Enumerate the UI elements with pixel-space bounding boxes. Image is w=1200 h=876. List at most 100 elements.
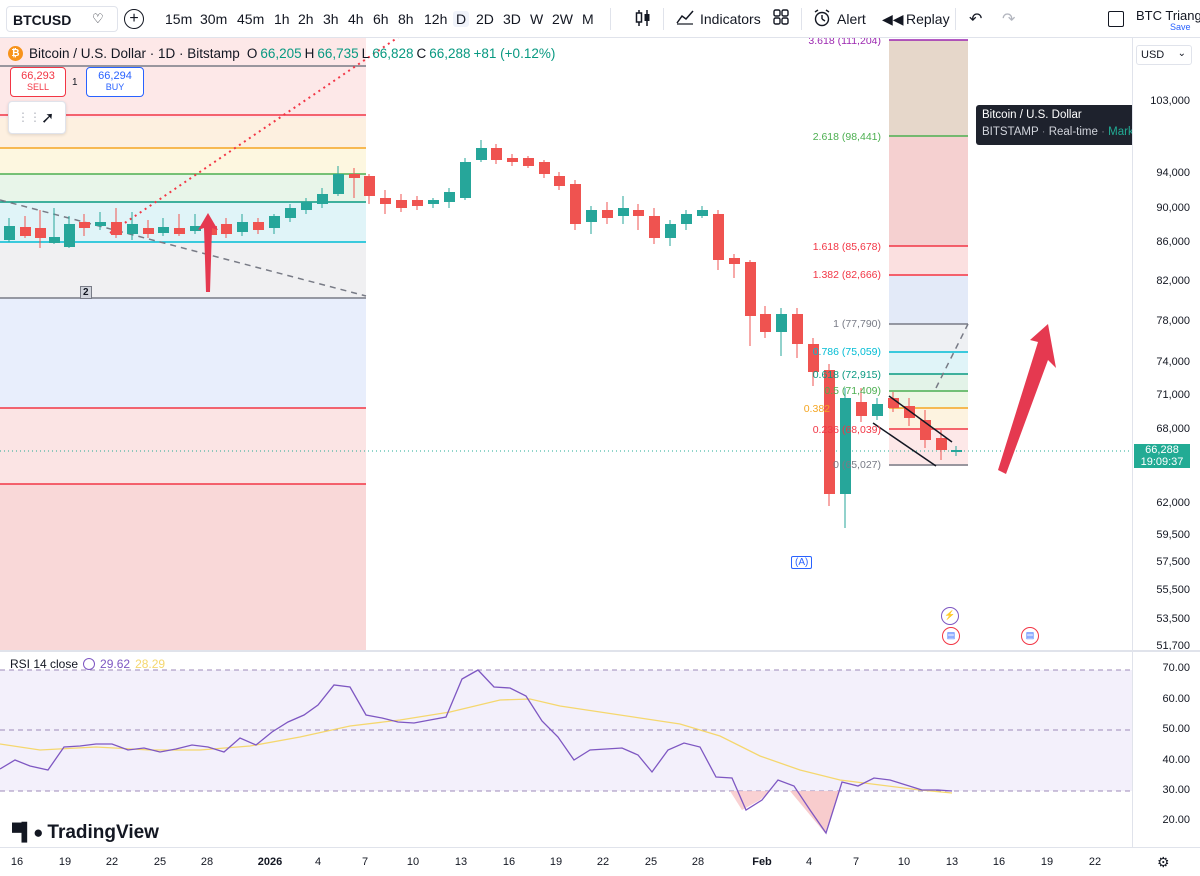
tf-1h[interactable]: 1h (274, 11, 290, 27)
indicators-button[interactable]: Indicators (700, 11, 761, 27)
symbol-search[interactable]: BTCUSD (6, 6, 118, 32)
candle-body (792, 314, 803, 344)
tf-4h[interactable]: 4h (348, 11, 364, 27)
tf-1m[interactable]: M (582, 11, 594, 27)
time-axis-label: 19 (58, 856, 72, 868)
fib-ext-zone (889, 246, 968, 276)
candle-body (476, 148, 487, 160)
buy-label: BUY (105, 82, 125, 92)
tf-15m[interactable]: 15m (165, 11, 193, 27)
sell-button[interactable]: 66,293 SELL (10, 67, 66, 97)
lightning-event-icon[interactable]: ⚡ (941, 607, 959, 625)
price-axis-label: 68,000 (1156, 423, 1190, 435)
save-label[interactable]: Save (1170, 22, 1191, 32)
candle-body (317, 194, 328, 204)
rsi-settings-icon[interactable] (83, 658, 96, 670)
time-axis-label: 4 (314, 856, 322, 868)
time-axis-label: 7 (852, 856, 860, 868)
tf-3d[interactable]: 3D (503, 11, 521, 27)
bar-countdown: 19:09:37 (1140, 456, 1184, 468)
symbol-label: BTCUSD (13, 12, 72, 28)
tf-1d[interactable]: D (453, 11, 470, 27)
price-axis-label: 90,000 (1156, 202, 1190, 214)
replay-button[interactable]: Replay (906, 11, 950, 27)
fib-label: 2.618 (98,441) (812, 131, 881, 143)
tf-1w[interactable]: W (530, 11, 544, 27)
pane-separator[interactable] (0, 650, 1200, 652)
fib-zone (0, 242, 366, 298)
candle-body (190, 226, 201, 231)
rsi-axis-label: 60.00 (1162, 693, 1190, 705)
tf-2d[interactable]: 2D (476, 11, 494, 27)
buy-price: 66,294 (98, 70, 132, 82)
candle-body (729, 258, 740, 264)
tradingview-mark-icon: ▀▍● (12, 823, 43, 842)
tf-12h[interactable]: 12h (424, 11, 448, 27)
candles-chart-type-icon[interactable] (634, 9, 652, 32)
time-axis-label: 16 (10, 856, 24, 868)
candle-body (428, 200, 439, 204)
tf-8h[interactable]: 8h (398, 11, 414, 27)
rsi-pane[interactable] (0, 652, 1132, 847)
indicators-icon[interactable] (676, 9, 694, 30)
replay-icon[interactable]: ◀◀ (882, 11, 904, 27)
candle-body (460, 162, 471, 198)
price-axis-label: 53,500 (1156, 613, 1190, 625)
tf-2h[interactable]: 2h (298, 11, 314, 27)
price-axis-label: 74,000 (1156, 356, 1190, 368)
candle-body (111, 222, 122, 235)
layout-grid-icon[interactable] (773, 9, 789, 30)
tf-3h[interactable]: 3h (323, 11, 339, 27)
brand-label: TradingView (47, 822, 159, 843)
drag-handle-icon[interactable]: ⋮⋮ (17, 110, 41, 124)
candlestick-chart[interactable] (0, 38, 1132, 650)
up-arrow-annotation (998, 324, 1056, 474)
undo-icon[interactable]: ↶ (969, 11, 983, 28)
candle-body (79, 222, 90, 228)
legend-open-key: O (246, 46, 258, 61)
fib-label: 0.382 (803, 403, 830, 415)
alert-button[interactable]: Alert (837, 11, 866, 27)
time-axis-label: 22 (596, 856, 610, 868)
sell-label: SELL (26, 82, 50, 92)
current-price-tag: 66,288 19:09:37 (1134, 444, 1190, 468)
price-axis[interactable]: 103,000 94,000 90,000 86,000 82,000 78,0… (1132, 38, 1200, 847)
tf-6h[interactable]: 6h (373, 11, 389, 27)
time-axis-label: 10 (897, 856, 911, 868)
tf-45m[interactable]: 45m (237, 11, 265, 27)
gear-icon[interactable]: ⚙ (1157, 854, 1170, 870)
currency-selector[interactable]: USD ⌄ (1136, 45, 1192, 65)
toolbar-divider (955, 8, 956, 30)
rsi-ma-line (0, 698, 953, 794)
tradingview-logo[interactable]: ▀▍● TradingView (12, 822, 159, 844)
favorite-icon[interactable]: ♡ (92, 11, 104, 26)
candle-body (872, 404, 883, 416)
buy-button[interactable]: 66,294 BUY (86, 67, 144, 97)
alert-clock-icon[interactable] (813, 9, 831, 32)
rsi-chart (0, 669, 1132, 835)
floating-drawing-toolbar[interactable]: ⋮⋮ ➚ (8, 101, 66, 134)
rsi-oversold-fill (790, 791, 840, 833)
projection-dashed (935, 323, 969, 389)
rsi-band (0, 670, 1132, 791)
fib-label: 1.618 (85,678) (812, 241, 881, 253)
us-economic-event-icon[interactable]: ▤ (942, 627, 960, 645)
price-chart-pane[interactable]: 3.618 (111,204) 2.618 (98,441) 1.618 (85… (0, 38, 1132, 650)
candle-body (951, 450, 962, 452)
redo-icon[interactable]: ↷ (1002, 11, 1016, 28)
time-axis[interactable]: ⚙ 16 19 22 25 28 2026 4 7 10 13 16 19 22 25 28 Feb 4 7 10 1… (0, 847, 1200, 876)
compare-symbol-icon[interactable]: + (124, 9, 144, 29)
tf-30m[interactable]: 30m (200, 11, 228, 27)
rsi-axis-label: 20.00 (1162, 814, 1190, 826)
tf-2w[interactable]: 2W (552, 11, 573, 27)
fib-label: 1 (77,790) (833, 318, 881, 330)
candle-body (253, 222, 264, 230)
candle-body (539, 162, 550, 174)
candle-body (380, 198, 391, 204)
layout-icon[interactable] (1108, 11, 1124, 27)
cursor-arrow-icon[interactable]: ➚ (41, 110, 55, 127)
us-economic-event-icon[interactable]: ▤ (1021, 627, 1039, 645)
time-axis-label: 16 (502, 856, 516, 868)
wave-label-a: (A) (791, 556, 813, 569)
layout-name[interactable]: BTC Triangl (1136, 8, 1200, 23)
